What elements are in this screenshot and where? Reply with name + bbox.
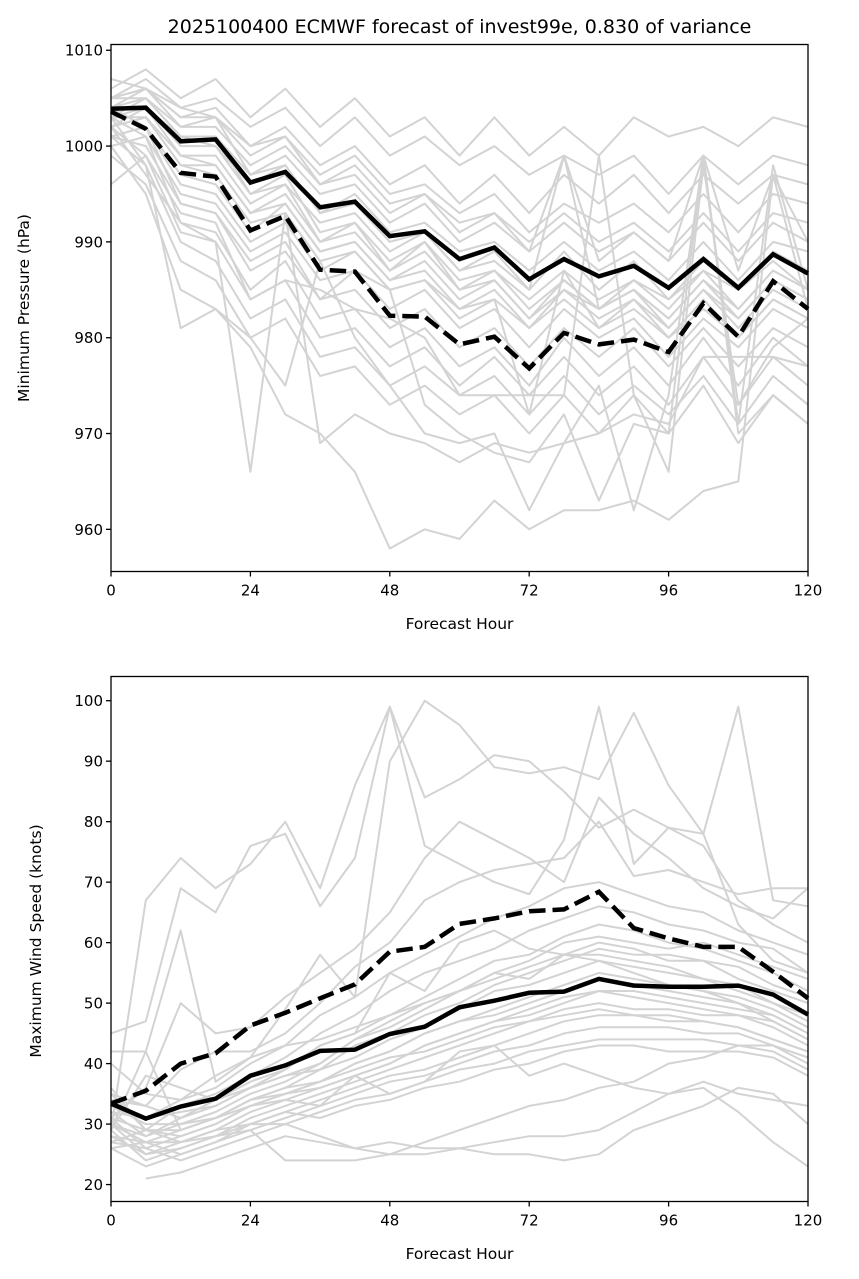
pressure-x-ticks: 0 24 48 72 96 120 bbox=[106, 571, 823, 600]
wind-y-tick-label: 40 bbox=[84, 1055, 103, 1073]
pressure-plot-frame bbox=[110, 43, 809, 573]
wind-member-line-5 bbox=[110, 881, 809, 1119]
wind-y-tick-label: 90 bbox=[84, 753, 103, 771]
wind-x-tick-label: 120 bbox=[794, 1212, 823, 1230]
wind-x-tick-label: 24 bbox=[241, 1212, 260, 1230]
wind-member-line-13 bbox=[110, 1014, 809, 1156]
wind-member-line-20 bbox=[110, 1044, 809, 1168]
wind-panel: 0 24 48 72 96 120 20 30 40 50 60 70 80 90 100 Forecas… bbox=[27, 675, 823, 1263]
wind-member-line-15 bbox=[110, 1038, 809, 1162]
chart-title: 2025100400 ECMWF forecast of invest99e, … bbox=[168, 16, 752, 38]
wind-x-ticks: 0 24 48 72 96 120 bbox=[106, 1201, 823, 1230]
wind-member-line-1 bbox=[110, 705, 809, 1035]
pressure-x-tick-label: 120 bbox=[794, 582, 823, 600]
pressure-member-line-22 bbox=[110, 87, 809, 310]
pressure-principal-component-line bbox=[110, 109, 810, 372]
wind-member-line-26 bbox=[111, 977, 809, 1132]
wind-y-tick-label: 60 bbox=[84, 934, 103, 952]
wind-principal-component-line bbox=[110, 889, 810, 1106]
wind-y-tick-label: 20 bbox=[84, 1176, 103, 1194]
pressure-series bbox=[110, 105, 810, 372]
pressure-member-line-27 bbox=[110, 106, 809, 320]
pressure-x-tick-label: 96 bbox=[659, 582, 678, 600]
wind-x-axis-label: Forecast Hour bbox=[406, 1245, 514, 1263]
wind-member-line-12 bbox=[110, 1002, 809, 1156]
pressure-member-line-25 bbox=[111, 106, 809, 330]
pressure-panel: 2025100400 ECMWF forecast of invest99e, … bbox=[15, 16, 822, 633]
pressure-x-tick-label: 0 bbox=[106, 582, 116, 600]
pressure-member-line-1 bbox=[110, 78, 809, 195]
wind-y-axis-label: Maximum Wind Speed (knots) bbox=[27, 824, 45, 1057]
pressure-x-tick-label: 72 bbox=[520, 582, 539, 600]
wind-member-line-6 bbox=[110, 905, 809, 1132]
wind-series bbox=[110, 889, 810, 1122]
wind-y-tick-label: 50 bbox=[84, 995, 103, 1013]
wind-x-tick-label: 72 bbox=[520, 1212, 539, 1230]
pressure-member-line-23 bbox=[110, 78, 809, 262]
pressure-x-tick-label: 48 bbox=[380, 582, 399, 600]
pressure-member-line-19 bbox=[110, 126, 809, 473]
pressure-member-line-4 bbox=[110, 97, 809, 253]
pressure-y-tick-label: 970 bbox=[74, 425, 103, 443]
wind-member-line-2 bbox=[110, 699, 809, 1131]
wind-y-ticks: 20 30 40 50 60 70 80 90 100 bbox=[74, 692, 111, 1194]
pressure-y-axis-label: Minimum Pressure (hPa) bbox=[15, 214, 33, 402]
pressure-member-line-3 bbox=[110, 87, 809, 234]
pressure-y-tick-label: 990 bbox=[74, 233, 103, 251]
pressure-y-ticks: 960 970 980 990 1000 1010 bbox=[65, 42, 111, 539]
pressure-member-line-14 bbox=[110, 126, 809, 406]
pressure-member-line-11 bbox=[110, 135, 809, 358]
wind-member-line-16 bbox=[110, 1044, 809, 1156]
pressure-y-tick-label: 1010 bbox=[65, 42, 103, 60]
wind-y-tick-label: 30 bbox=[84, 1116, 103, 1134]
pressure-y-tick-label: 1000 bbox=[65, 138, 103, 156]
wind-mean-line bbox=[110, 976, 810, 1122]
pressure-member-line-21 bbox=[110, 135, 809, 502]
pressure-x-tick-label: 24 bbox=[241, 582, 260, 600]
pressure-y-tick-label: 980 bbox=[74, 329, 103, 347]
pressure-member-line-5 bbox=[110, 97, 809, 272]
wind-member-line-17 bbox=[110, 1044, 809, 1168]
wind-x-tick-label: 0 bbox=[106, 1212, 116, 1230]
wind-x-tick-label: 96 bbox=[659, 1212, 678, 1230]
pressure-y-tick-label: 960 bbox=[74, 521, 103, 539]
wind-y-tick-label: 70 bbox=[84, 874, 103, 892]
wind-member-line-19 bbox=[145, 1086, 809, 1180]
wind-x-tick-label: 48 bbox=[380, 1212, 399, 1230]
wind-y-tick-label: 100 bbox=[74, 692, 103, 710]
wind-member-line-14 bbox=[110, 1026, 809, 1162]
wind-y-tick-label: 80 bbox=[84, 813, 103, 831]
wind-member-line-0 bbox=[110, 705, 809, 1131]
wind-member-line-24 bbox=[110, 990, 809, 1138]
pressure-member-line-12 bbox=[110, 106, 809, 368]
pressure-mean-line bbox=[110, 105, 810, 291]
wind-member-line-22 bbox=[110, 947, 809, 1119]
pressure-member-line-16 bbox=[110, 154, 809, 445]
wind-ensemble-members bbox=[110, 699, 809, 1180]
pressure-x-axis-label: Forecast Hour bbox=[406, 615, 514, 633]
pressure-member-line-0 bbox=[110, 68, 809, 157]
pressure-member-line-13 bbox=[110, 116, 809, 387]
wind-plot-frame bbox=[110, 675, 809, 1203]
wind-member-line-4 bbox=[110, 820, 808, 1107]
wind-member-line-27 bbox=[110, 929, 809, 1131]
